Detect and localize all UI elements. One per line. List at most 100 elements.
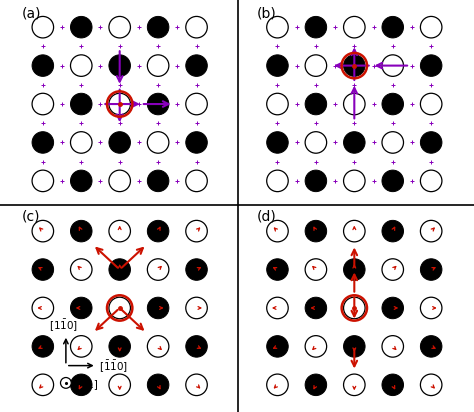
Circle shape	[420, 297, 442, 319]
Text: (a): (a)	[22, 6, 41, 20]
Text: (d): (d)	[256, 210, 276, 224]
Circle shape	[186, 132, 207, 153]
Circle shape	[267, 336, 288, 357]
Circle shape	[382, 170, 403, 192]
Circle shape	[32, 170, 54, 192]
Circle shape	[109, 16, 130, 38]
Circle shape	[382, 336, 403, 357]
Circle shape	[147, 55, 169, 76]
Circle shape	[147, 220, 169, 242]
Circle shape	[32, 336, 54, 357]
Circle shape	[109, 220, 130, 242]
Text: [1$\bar{1}$0]: [1$\bar{1}$0]	[49, 317, 79, 333]
Circle shape	[382, 16, 403, 38]
Circle shape	[305, 374, 327, 396]
Circle shape	[71, 93, 92, 115]
Circle shape	[61, 377, 71, 388]
Circle shape	[71, 170, 92, 192]
Circle shape	[267, 93, 288, 115]
Circle shape	[109, 170, 130, 192]
Circle shape	[267, 220, 288, 242]
Circle shape	[420, 259, 442, 280]
Circle shape	[71, 16, 92, 38]
Circle shape	[420, 336, 442, 357]
Circle shape	[382, 55, 403, 76]
Circle shape	[147, 16, 169, 38]
Circle shape	[186, 336, 207, 357]
Circle shape	[109, 297, 130, 319]
Circle shape	[186, 220, 207, 242]
Circle shape	[147, 374, 169, 396]
Circle shape	[186, 93, 207, 115]
Circle shape	[109, 93, 130, 115]
Circle shape	[186, 259, 207, 280]
Circle shape	[32, 259, 54, 280]
Circle shape	[344, 259, 365, 280]
Circle shape	[109, 374, 130, 396]
Circle shape	[344, 297, 365, 319]
Text: [001]: [001]	[71, 379, 99, 389]
Circle shape	[109, 132, 130, 153]
Circle shape	[382, 297, 403, 319]
Circle shape	[305, 259, 327, 280]
Text: [$\bar{1}\bar{1}$0]: [$\bar{1}\bar{1}$0]	[99, 358, 128, 374]
Circle shape	[147, 297, 169, 319]
Circle shape	[71, 55, 92, 76]
Circle shape	[305, 336, 327, 357]
Circle shape	[71, 374, 92, 396]
Circle shape	[305, 297, 327, 319]
Circle shape	[382, 132, 403, 153]
Circle shape	[32, 297, 54, 319]
Circle shape	[147, 170, 169, 192]
Circle shape	[147, 93, 169, 115]
Circle shape	[186, 16, 207, 38]
Circle shape	[344, 220, 365, 242]
Circle shape	[186, 374, 207, 396]
Circle shape	[267, 170, 288, 192]
Circle shape	[420, 220, 442, 242]
Circle shape	[186, 170, 207, 192]
Circle shape	[305, 220, 327, 242]
Circle shape	[420, 374, 442, 396]
Circle shape	[32, 132, 54, 153]
Circle shape	[32, 220, 54, 242]
Circle shape	[344, 132, 365, 153]
Circle shape	[71, 297, 92, 319]
Circle shape	[186, 297, 207, 319]
Circle shape	[147, 336, 169, 357]
Circle shape	[382, 220, 403, 242]
Circle shape	[344, 374, 365, 396]
Circle shape	[420, 55, 442, 76]
Circle shape	[109, 55, 130, 76]
Text: (c): (c)	[22, 210, 40, 224]
Circle shape	[186, 55, 207, 76]
Circle shape	[267, 297, 288, 319]
Circle shape	[420, 170, 442, 192]
Circle shape	[267, 259, 288, 280]
Circle shape	[420, 16, 442, 38]
Circle shape	[344, 55, 365, 76]
Circle shape	[420, 132, 442, 153]
Circle shape	[32, 93, 54, 115]
Circle shape	[32, 16, 54, 38]
Circle shape	[344, 93, 365, 115]
Circle shape	[305, 93, 327, 115]
Circle shape	[109, 336, 130, 357]
Circle shape	[71, 220, 92, 242]
Circle shape	[344, 336, 365, 357]
Circle shape	[71, 132, 92, 153]
Circle shape	[267, 374, 288, 396]
Circle shape	[147, 259, 169, 280]
Circle shape	[305, 170, 327, 192]
Circle shape	[305, 16, 327, 38]
Circle shape	[305, 132, 327, 153]
Circle shape	[382, 374, 403, 396]
Circle shape	[382, 259, 403, 280]
Circle shape	[71, 336, 92, 357]
Circle shape	[267, 55, 288, 76]
Text: (b): (b)	[256, 6, 276, 20]
Circle shape	[267, 132, 288, 153]
Circle shape	[109, 259, 130, 280]
Circle shape	[267, 16, 288, 38]
Circle shape	[344, 170, 365, 192]
